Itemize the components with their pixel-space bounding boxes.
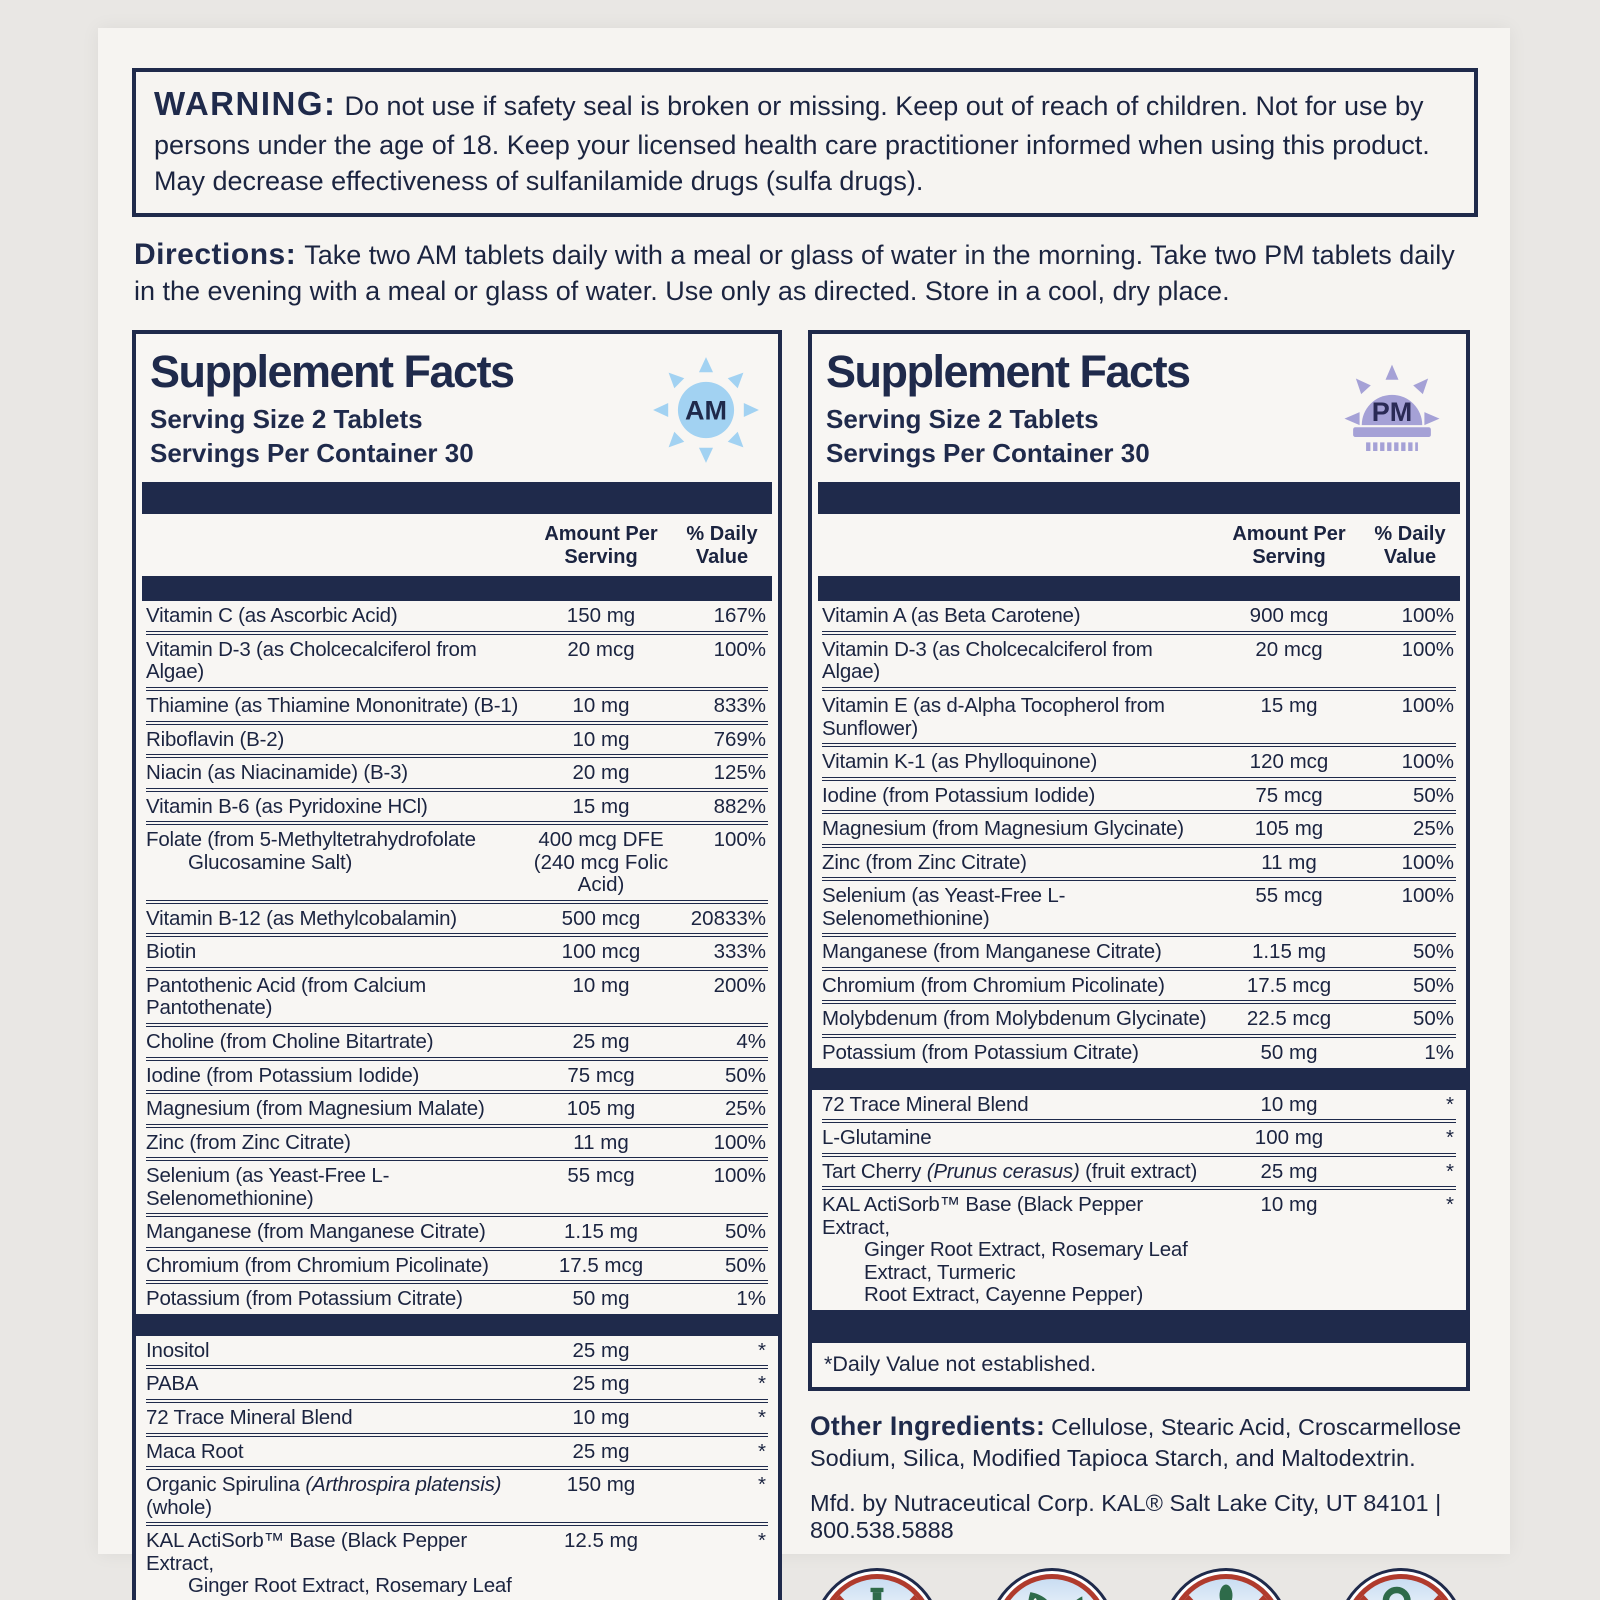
facts-row: Selenium (as Yeast-Free L-Selenomethioni… <box>146 1157 768 1213</box>
am-column-headers: Amount Per Serving % Daily Value <box>146 514 768 576</box>
pm-dv-header: % Daily Value <box>1374 523 1446 569</box>
pm-other-ingredients-title: Other Ingredients: <box>810 1410 1046 1441</box>
am-sun-icon: AM <box>652 356 760 469</box>
pm-column-headers: Amount Per Serving % Daily Value <box>822 514 1456 576</box>
facts-row: Chromium (from Chromium Picolinate) 17.5… <box>146 1246 768 1281</box>
facts-row: Zinc (from Zinc Citrate) 11 mg 100% <box>822 843 1456 878</box>
leaf-icon <box>1028 1592 1082 1600</box>
facts-row: Maca Root 25 mg * <box>146 1432 768 1467</box>
facts-row: Pantothenic Acid (from Calcium Pantothen… <box>146 966 768 1023</box>
pm-facts-header: Supplement Facts Serving Size 2 Tablets … <box>822 342 1456 473</box>
facts-row: Niacin (as Niacinamide) (B-3) 20 mg 125% <box>146 754 768 788</box>
pm-other-rows: 72 Trace Mineral Blend 10 mg * L-Glutami… <box>822 1090 1456 1310</box>
label-sheet: WARNING: Do not use if safety seal is bro… <box>98 28 1510 1600</box>
facts-row: Riboflavin (B-2) 10 mg 769% <box>146 720 768 755</box>
badge-vegan: VEGAN <box>986 1567 1117 1600</box>
pm-footer-bar <box>812 1309 1466 1343</box>
am-badge-text: AM <box>685 395 727 425</box>
pm-facts-title: Supplement Facts <box>826 345 1191 397</box>
am-facts-title: Supplement Facts <box>150 345 515 397</box>
am-serving-size: Serving Size 2 Tablets <box>150 403 423 434</box>
facts-row: Molybdenum (from Molybdenum Glycinate) 2… <box>822 1000 1456 1034</box>
pm-footnote: *Daily Value not established. <box>824 1351 1097 1376</box>
am-facts-header: Supplement Facts Serving Size 2 Tablets … <box>146 342 768 473</box>
facts-row: 72 Trace Mineral Blend 10 mg * <box>822 1092 1454 1116</box>
warning-box: WARNING: Do not use if safety seal is bro… <box>132 68 1478 218</box>
pm-other-ingredients-text: Cellulose, Stearic Acid, Croscarmellose … <box>810 1413 1462 1472</box>
pm-section-divider-bar <box>812 1067 1466 1090</box>
am-section-divider-bar <box>136 1313 778 1336</box>
facts-row: PABA 25 mg * <box>146 1365 768 1399</box>
facts-row: Organic Spirulina (Arthrospira platensis… <box>146 1466 768 1522</box>
am-header-bar <box>142 482 772 515</box>
facts-row: Magnesium (from Magnesium Glycinate) 105… <box>822 810 1456 844</box>
facts-row: Vitamin A (as Beta Carotene) 900 mcg 100… <box>822 604 1454 628</box>
facts-row: Vitamin C (as Ascorbic Acid) 150 mg 167% <box>146 604 766 628</box>
warning-title: WARNING: <box>154 85 337 122</box>
pm-amount-header: Amount Per Serving <box>1232 523 1346 569</box>
pm-sunset-icon: PM <box>1336 356 1448 469</box>
facts-row: Choline (from Choline Bitartrate) 25 mg … <box>146 1023 768 1057</box>
am-column: Supplement Facts Serving Size 2 Tablets … <box>132 329 782 1600</box>
facts-row: Vitamin E (as d-Alpha Tocopherol from Su… <box>822 687 1456 743</box>
badge-made-without-soy: MADE WITHOUT SOY <box>1335 1567 1466 1600</box>
directions: Directions: Take two AM tablets daily wit… <box>134 235 1476 309</box>
pm-supplement-facts-panel: Supplement Facts Serving Size 2 Tablets … <box>808 329 1470 1391</box>
facts-row: Vitamin B-6 (as Pyridoxine HCl) 15 mg 88… <box>146 787 768 822</box>
facts-row: KAL ActiSorb™ Base (Black Pepper Extract… <box>822 1186 1456 1310</box>
facts-row: Thiamine (as Thiamine Mononitrate) (B-1)… <box>146 687 768 721</box>
manufacturer-line: Mfd. by Nutraceutical Corp. KAL® Salt La… <box>810 1489 1442 1543</box>
supplement-panels: Supplement Facts Serving Size 2 Tablets … <box>132 329 1478 1600</box>
pm-badge-text: PM <box>1372 396 1413 426</box>
facts-row: Folate (from 5-Methyltetrahydrofolate Glu… <box>146 821 768 900</box>
certification-badges: MADE WITHOUT GMOs VEGAN <box>808 1567 1470 1600</box>
badge-gluten-free: GLUTEN FREE <box>1161 1567 1292 1600</box>
facts-row: Zinc (from Zinc Citrate) 11 mg 100% <box>146 1123 768 1158</box>
pm-header-bar <box>818 482 1460 515</box>
facts-row: Vitamin B-12 (as Methylcobalamin) 500 mc… <box>146 899 768 934</box>
pm-servings-per-container: Servings Per Container 30 <box>826 437 1150 468</box>
am-other-rows: Inositol 25 mg * PABA 25 mg * 72 Trace M… <box>146 1336 768 1600</box>
pm-column: Supplement Facts Serving Size 2 Tablets … <box>808 329 1470 1600</box>
pm-nutrient-rows: Vitamin A (as Beta Carotene) 900 mcg 100… <box>822 601 1456 1067</box>
facts-row: Tart Cherry (Prunus cerasus) (fruit extr… <box>822 1152 1456 1187</box>
facts-row: Vitamin D-3 (as Cholcecalciferol from Al… <box>146 630 768 687</box>
am-supplement-facts-panel: Supplement Facts Serving Size 2 Tablets … <box>132 329 782 1600</box>
facts-row: Vitamin D-3 (as Cholcecalciferol from Al… <box>822 630 1456 687</box>
pm-other-ingredients: Other Ingredients: Cellulose, Stearic Aci… <box>808 1409 1470 1474</box>
facts-row: Manganese (from Manganese Citrate) 1.15 … <box>146 1213 768 1247</box>
facts-row: Chromium (from Chromium Picolinate) 17.5… <box>822 966 1456 1001</box>
am-subheader-bar <box>142 576 772 602</box>
facts-row: Iodine (from Potassium Iodide) 75 mcg 50… <box>146 1056 768 1091</box>
facts-row: Vitamin K-1 (as Phylloquinone) 120 mcg 1… <box>822 743 1456 777</box>
facts-row: Magnesium (from Magnesium Malate) 105 mg… <box>146 1090 768 1124</box>
am-dv-header: % Daily Value <box>686 523 758 569</box>
soybean-icon <box>1357 1586 1445 1600</box>
facts-row: Iodine (from Potassium Iodide) 75 mcg 50… <box>822 776 1456 811</box>
facts-row: Potassium (from Potassium Citrate) 50 mg… <box>146 1280 768 1314</box>
directions-title: Directions: <box>134 238 297 272</box>
facts-row: 72 Trace Mineral Blend 10 mg * <box>146 1399 768 1433</box>
pm-serving-size: Serving Size 2 Tablets <box>826 403 1099 434</box>
wheat-icon <box>1182 1584 1271 1600</box>
directions-text: Take two AM tablets daily with a meal or… <box>134 240 1455 307</box>
badge-made-without-gmos: MADE WITHOUT GMOs <box>812 1567 942 1600</box>
facts-row: Selenium (as Yeast-Free L-Selenomethioni… <box>822 877 1456 933</box>
warning-text: Do not use if safety seal is broken or m… <box>154 91 1430 196</box>
facts-row: Inositol 25 mg * <box>146 1338 766 1362</box>
am-nutrient-rows: Vitamin C (as Ascorbic Acid) 150 mg 167%… <box>146 601 768 1314</box>
am-amount-header: Amount Per Serving <box>544 523 658 569</box>
facts-row: Biotin 100 mcg 333% <box>146 933 768 967</box>
flask-icon <box>833 1587 921 1600</box>
facts-row: KAL ActiSorb™ Base (Black Pepper Extract… <box>146 1522 768 1600</box>
am-servings-per-container: Servings Per Container 30 <box>150 437 474 468</box>
facts-row: Manganese (from Manganese Citrate) 1.15 … <box>822 933 1456 967</box>
facts-row: L-Glutamine 100 mg * <box>822 1119 1456 1153</box>
pm-subheader-bar <box>818 576 1460 602</box>
facts-row: Potassium (from Potassium Citrate) 50 mg… <box>822 1034 1456 1068</box>
